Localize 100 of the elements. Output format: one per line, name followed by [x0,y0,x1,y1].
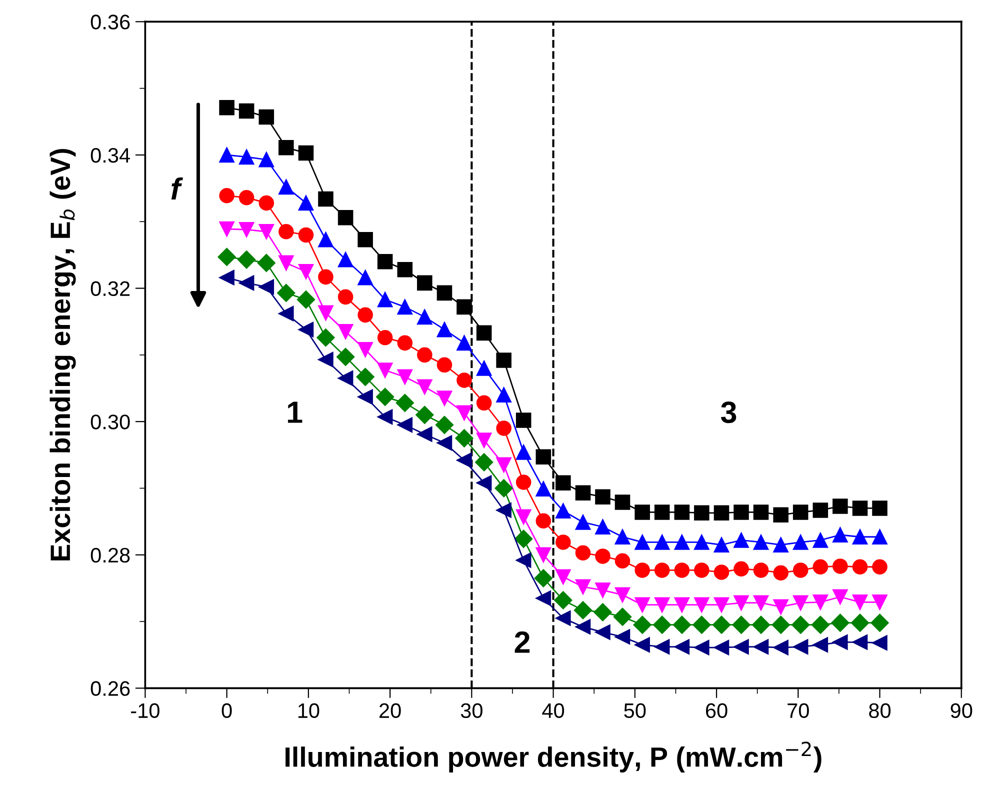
point [219,270,234,286]
point [575,545,591,561]
point [516,509,532,525]
point [554,591,572,610]
point [753,595,769,610]
point [674,639,690,654]
point [773,537,788,553]
point [476,475,492,491]
point [377,409,393,425]
point [653,616,672,634]
point [238,149,254,165]
point [536,449,552,465]
point [536,481,552,497]
point [812,502,828,518]
point [456,335,472,351]
point [436,435,452,451]
point [516,474,532,490]
point [694,640,710,656]
point [358,389,373,405]
point [792,595,808,610]
point [734,639,749,654]
point [832,498,848,514]
point [496,502,512,518]
point [516,412,532,428]
point [358,270,373,286]
point [417,426,432,442]
x-tick-label: 70 [788,703,809,718]
annotation: 1 [288,402,302,423]
point [436,285,452,301]
point [219,221,234,237]
point [278,306,294,322]
point [377,254,393,270]
point [338,370,354,386]
point [634,597,650,612]
point [634,504,650,520]
point [278,140,294,156]
point [734,561,749,577]
point [812,532,828,548]
point [516,552,532,568]
point [496,352,512,368]
point [556,475,571,491]
point [694,597,710,612]
point [575,485,591,501]
x-tick-label: 20 [380,703,401,718]
point [694,562,710,578]
point [773,599,788,614]
point [496,420,512,436]
x-tick-label: 0 [222,703,232,718]
y-tick-label: 0.32 [90,281,130,296]
x-tick-label: 10 [298,703,320,718]
point [356,368,374,386]
point [417,379,432,395]
point [456,372,472,388]
point [672,616,691,634]
point [397,262,413,278]
point [258,224,274,240]
x-tick-label: -10 [131,703,160,718]
point [574,601,592,620]
point [258,109,274,125]
point [338,210,354,226]
y-tick-label: 0.30 [90,414,130,430]
point [397,369,413,385]
point [377,292,393,308]
point [298,322,314,338]
point [654,562,670,578]
point [575,619,591,634]
point [278,224,294,240]
point [278,255,294,271]
point [852,594,868,610]
point [536,513,552,529]
point [238,190,254,206]
point [238,275,254,291]
x-tick-label: 90 [950,703,972,718]
point [238,222,254,238]
point [714,640,730,656]
point [654,504,670,520]
point [436,390,452,406]
point [850,614,870,632]
point [595,489,610,505]
point [654,597,670,612]
point [714,537,730,553]
point [595,519,610,535]
point [455,429,474,448]
point [476,432,492,448]
point [753,504,769,520]
point [494,479,513,498]
point [476,360,492,376]
point [714,597,730,612]
point [812,594,828,610]
point [556,503,571,519]
point [614,629,630,644]
point [634,637,650,652]
point [238,103,254,119]
y-tick-label: 0.36 [90,14,130,30]
x-tick-label: 80 [869,703,891,718]
point [595,624,610,640]
point [358,307,373,323]
point [536,547,552,563]
point [654,639,670,654]
point [397,299,413,315]
